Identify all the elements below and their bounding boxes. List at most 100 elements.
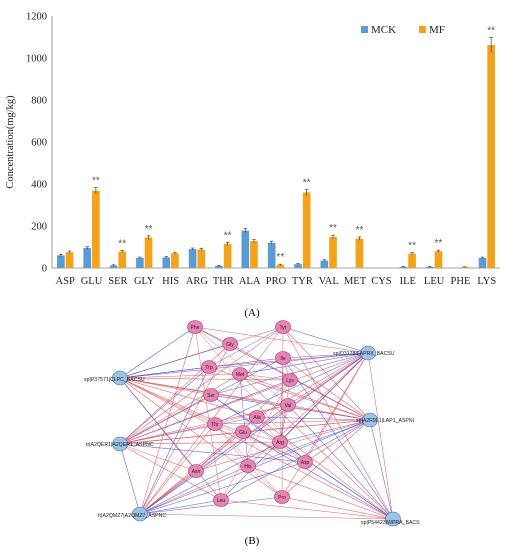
y-tick-label: 1200	[26, 12, 47, 23]
legend: MCK MF	[361, 24, 445, 36]
amino-acid-node	[240, 459, 256, 473]
x-tick-label: LYS	[477, 276, 496, 287]
amino-acid-node-label: Met	[236, 372, 245, 378]
bar-MF-ASP	[65, 252, 74, 268]
edge-protein-aa	[119, 377, 291, 381]
edge-protein-aa	[119, 394, 212, 445]
amino-acid-node-label: Lys	[286, 378, 294, 384]
edge-protein-aa	[256, 416, 394, 520]
edge-aa-aa	[208, 326, 284, 368]
edge-protein-aa	[119, 443, 222, 501]
protein-node-label: sp|A2R9L1|LAP1_ASPNI	[356, 418, 414, 424]
edge-aa-aa	[194, 326, 222, 501]
significance-mark: **	[355, 225, 363, 236]
edge-protein-protein	[119, 352, 369, 379]
amino-acid-node-label: Gly	[226, 342, 234, 348]
x-tick-labels: ASP GLU SER GLY HIS ARG THR ALA PRO TYR VAL MET CYS I…	[56, 276, 497, 287]
amino-acid-node	[222, 337, 238, 351]
bar-MF-LYS	[487, 44, 495, 269]
edge-protein-aa	[220, 352, 369, 501]
edge-protein-aa	[119, 377, 212, 396]
edge-protein-aa	[239, 373, 394, 520]
network-nodes: sp|P37571|CLPC_BACSU tr|A2QER1|A2QER1_ASP…	[84, 320, 420, 527]
edge-protein-aa	[139, 326, 196, 515]
edge-protein-aa	[214, 419, 371, 425]
bar-MF-TYR	[302, 192, 311, 268]
protein-node	[360, 345, 376, 361]
amino-acid-node-label: Val	[285, 403, 292, 409]
protein-node-label: tr|A2QMZ7|A2QMZ7_ASPNC	[98, 513, 166, 519]
significance-mark: **	[276, 252, 284, 263]
edge-aa-aa	[279, 357, 284, 443]
amino-acid-node-label: Leu	[217, 498, 226, 504]
bar-MCK-HIS	[162, 257, 171, 268]
bar-MF-GLU	[92, 190, 100, 268]
edge-aa-aa	[214, 423, 249, 467]
edge-protein-aa	[139, 423, 216, 515]
x-tick-label: VAL	[319, 276, 339, 287]
significance-mark: **	[145, 224, 153, 235]
edge-protein-aa	[220, 419, 371, 501]
significance-mark: **	[408, 241, 416, 252]
x-tick-label: ILE	[400, 276, 416, 287]
bar-MCK-LEU	[425, 266, 434, 268]
bar-MF-THR	[223, 243, 232, 268]
edge-aa-aa	[195, 416, 258, 472]
edge-protein-aa	[279, 441, 394, 520]
bar-MF-VAL	[329, 236, 337, 268]
edge-protein-aa	[304, 419, 371, 463]
x-tick-label: MET	[344, 276, 367, 287]
edge-aa-aa	[239, 373, 249, 467]
edge-protein-protein	[367, 352, 394, 520]
bar-MF-GLY	[144, 237, 153, 268]
protein-node	[112, 370, 128, 386]
amino-acid-node	[297, 455, 313, 469]
edge-protein-aa	[139, 496, 283, 515]
bar-MCK-GLY	[136, 257, 144, 268]
edge-protein-protein	[369, 419, 394, 520]
edge-protein-aa	[279, 419, 371, 443]
edge-protein-aa	[256, 352, 369, 418]
protein-node	[362, 412, 378, 428]
bar-MF-PHE	[460, 266, 469, 268]
edge-protein-protein	[139, 513, 394, 520]
edge-protein-aa	[119, 366, 210, 445]
amino-acid-node-label: Ile	[280, 356, 286, 362]
edge-protein-aa	[195, 352, 369, 472]
y-tick-label: 1000	[26, 54, 47, 65]
bar-MCK-ALA	[241, 230, 250, 268]
bar-MCK-LYS	[478, 257, 487, 268]
edge-protein-aa	[220, 499, 394, 520]
amino-acid-node	[207, 417, 223, 431]
edge-protein-aa	[139, 461, 306, 515]
bars	[57, 44, 495, 269]
edge-protein-aa	[247, 465, 394, 520]
amino-acid-node-label: Ala	[253, 415, 260, 421]
amino-acid-node	[213, 493, 229, 507]
bar-MCK-PRO	[267, 242, 276, 268]
amino-acid-node	[203, 388, 219, 402]
x-tick-label: CYS	[371, 276, 392, 287]
edge-protein-aa	[304, 352, 369, 463]
protein-node-label: tr|A2QER1|A2QER1_ASPNC	[86, 442, 154, 448]
edge-protein-aa	[119, 416, 258, 445]
x-tick-label: HIS	[162, 276, 179, 287]
bar-chart-a: Concentration(mg/kg) 0 200 400 600 800 1000 12…	[5, 12, 500, 287]
bar-MF-LEU	[434, 251, 443, 268]
y-tick-label: 400	[31, 180, 47, 191]
bar-MCK-ASP	[57, 255, 65, 268]
amino-acid-node-label: His	[244, 464, 252, 470]
y-tick-labels: 0 200 400 600 800 1000 1200	[26, 12, 47, 275]
amino-acid-node	[187, 320, 203, 334]
amino-acid-node	[274, 490, 290, 504]
amino-acid-node	[275, 351, 291, 365]
protein-node	[112, 436, 128, 452]
edge-aa-aa	[247, 465, 283, 498]
amino-acid-node	[249, 410, 265, 424]
bar-MF-MET	[355, 238, 364, 268]
y-tick-label: 800	[31, 96, 47, 107]
legend-swatch-MF	[419, 26, 426, 33]
x-tick-label: THR	[213, 276, 234, 287]
y-tick-label: 200	[31, 222, 47, 233]
edge-protein-aa	[282, 357, 371, 421]
